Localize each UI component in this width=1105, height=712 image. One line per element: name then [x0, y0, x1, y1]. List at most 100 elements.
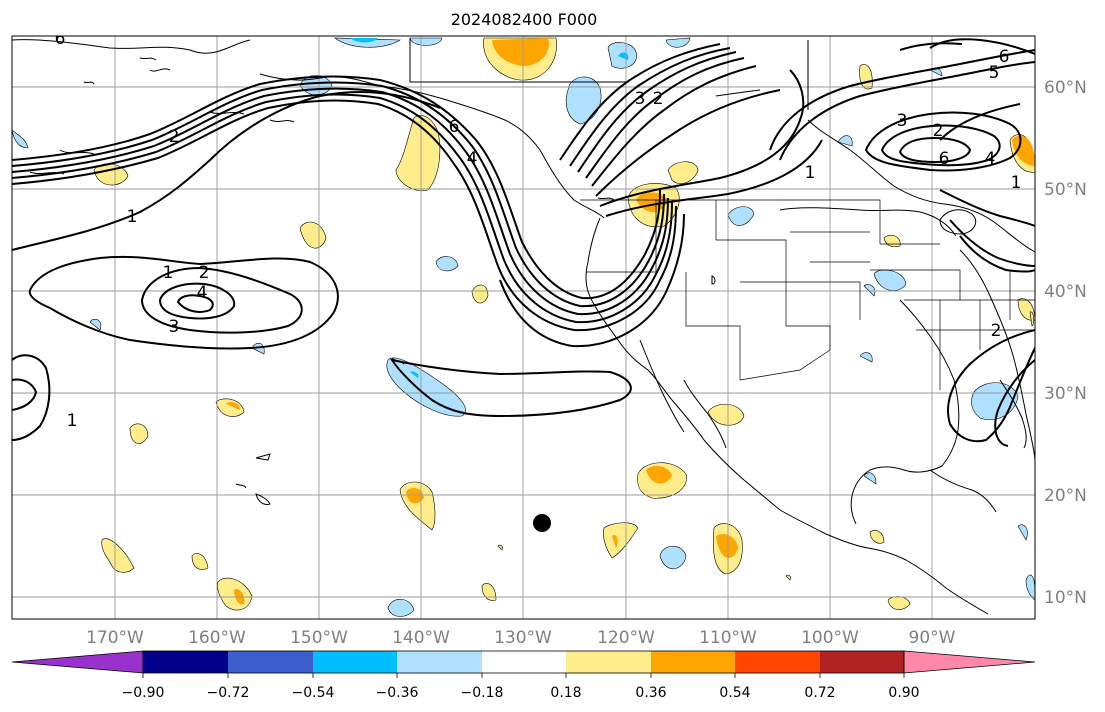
colorbar-tick-label: 0.90 — [888, 685, 919, 701]
lon-label: 100°W — [801, 628, 859, 648]
pos-blob — [785, 574, 791, 581]
lat-label: 10°N — [1044, 588, 1087, 608]
colorbar-bin — [482, 651, 566, 673]
neg-blob — [386, 357, 466, 417]
contour-lines — [12, 38, 1035, 447]
lon-label: 150°W — [290, 628, 348, 648]
colorbar-bin — [228, 651, 313, 673]
neg-blob — [859, 352, 873, 363]
colorbar: −0.90 −0.72 −0.54 −0.36 −0.18 0.18 0.36 … — [11, 650, 1036, 701]
contour-label: 6 — [939, 149, 950, 169]
neg-blob — [387, 598, 415, 617]
pos-core — [226, 402, 240, 410]
neg-blob — [659, 545, 687, 570]
contour-label: 5 — [989, 63, 1000, 83]
lon-label: 130°W — [494, 628, 552, 648]
latitude-labels: 60°N 50°N 40°N 30°N 20°N 10°N — [1044, 78, 1087, 608]
pos-core — [406, 488, 424, 504]
neg-blob — [837, 135, 853, 147]
contour-label: 2 — [933, 121, 944, 141]
contour-label: 4 — [985, 149, 996, 169]
colorbar-tick-label: −0.54 — [292, 685, 335, 701]
colorbar-bin — [397, 651, 482, 673]
neg-blob — [12, 129, 29, 149]
pos-blob — [497, 544, 503, 551]
neg-blob — [435, 256, 459, 272]
lat-label: 20°N — [1044, 486, 1087, 506]
neg-blob — [727, 206, 755, 226]
neg-blob — [665, 37, 691, 48]
pos-blob — [707, 403, 745, 426]
neg-blob — [1017, 524, 1028, 541]
contour-label: 1 — [163, 263, 174, 283]
lon-label: 170°W — [86, 628, 144, 648]
colorbar-tick-label: −0.72 — [207, 685, 250, 701]
map-title: 2024082400 F000 — [450, 10, 598, 29]
neg-core — [350, 38, 378, 43]
shaded-anomalies — [12, 37, 1035, 617]
pos-blob — [1029, 311, 1035, 327]
contour-label: 2 — [991, 321, 1002, 341]
pos-blob — [299, 221, 327, 249]
contour-label-group: 6 3 2 6 4 2 1 1 2 4 3 1 5 6 3 2 4 6 1 2 … — [55, 29, 1022, 431]
colorbar-tick-label: 0.18 — [550, 685, 581, 701]
lon-label: 90°W — [909, 628, 956, 648]
contour-label: 4 — [467, 149, 478, 169]
pos-blob — [215, 398, 245, 417]
pos-core — [716, 534, 738, 558]
colorbar-bin — [566, 651, 651, 673]
pos-blob — [481, 583, 497, 601]
neg-blob — [251, 342, 265, 355]
colorbar-bin — [820, 651, 904, 673]
neg-blob — [89, 318, 102, 331]
colorbar-tick-label: −0.90 — [122, 685, 165, 701]
pos-core — [646, 466, 672, 484]
lon-label: 140°W — [392, 628, 450, 648]
colorbar-bin — [143, 651, 228, 673]
lat-label: 50°N — [1044, 180, 1087, 200]
location-marker — [533, 514, 551, 532]
neg-blob — [334, 37, 401, 48]
lon-label: 160°W — [188, 628, 246, 648]
pos-blob — [869, 530, 885, 544]
colorbar-bin — [651, 651, 735, 673]
lon-label: 110°W — [699, 628, 757, 648]
colorbar-tick-label: −0.18 — [461, 685, 504, 701]
map-frame — [11, 35, 1036, 620]
neg-blob — [863, 284, 876, 297]
state-borders — [580, 199, 1035, 390]
contour-label: 2 — [169, 127, 180, 147]
colorbar-bin — [313, 651, 397, 673]
contour-label: 6 — [999, 47, 1010, 67]
contour-label: 2 — [653, 89, 664, 109]
lat-label: 30°N — [1044, 384, 1087, 404]
neg-blob — [1025, 574, 1035, 601]
contour-label: 1 — [127, 207, 138, 227]
lat-label: 40°N — [1044, 282, 1087, 302]
contour-label: 1 — [1011, 173, 1022, 193]
colorbar-extend-right — [903, 650, 1036, 674]
neg-blob — [409, 37, 443, 46]
pos-blob — [101, 538, 135, 573]
neg-blob — [565, 76, 602, 125]
colorbar-tick-label: 0.36 — [635, 685, 666, 701]
colorbar-bin — [735, 651, 820, 673]
contour-label: 6 — [55, 29, 66, 49]
contour-label: 1 — [805, 163, 816, 183]
colorbar-extend-left — [11, 650, 144, 674]
coastlines — [12, 38, 1035, 615]
contour-label: 6 — [449, 117, 460, 137]
pos-blob — [667, 161, 699, 184]
neg-blob — [863, 472, 877, 485]
contour-label: 2 — [199, 263, 210, 283]
pos-blob — [471, 284, 489, 304]
contour-label: 3 — [897, 111, 908, 131]
colorbar-tick-label: 0.54 — [719, 685, 750, 701]
neg-core — [410, 371, 419, 378]
colorbar-tick-label: −0.36 — [376, 685, 419, 701]
contour-label: 3 — [169, 317, 180, 337]
lon-label: 120°W — [597, 628, 655, 648]
lat-label: 60°N — [1044, 78, 1087, 98]
longitude-labels: 170°W 160°W 150°W 140°W 130°W 120°W 110°… — [86, 628, 956, 648]
